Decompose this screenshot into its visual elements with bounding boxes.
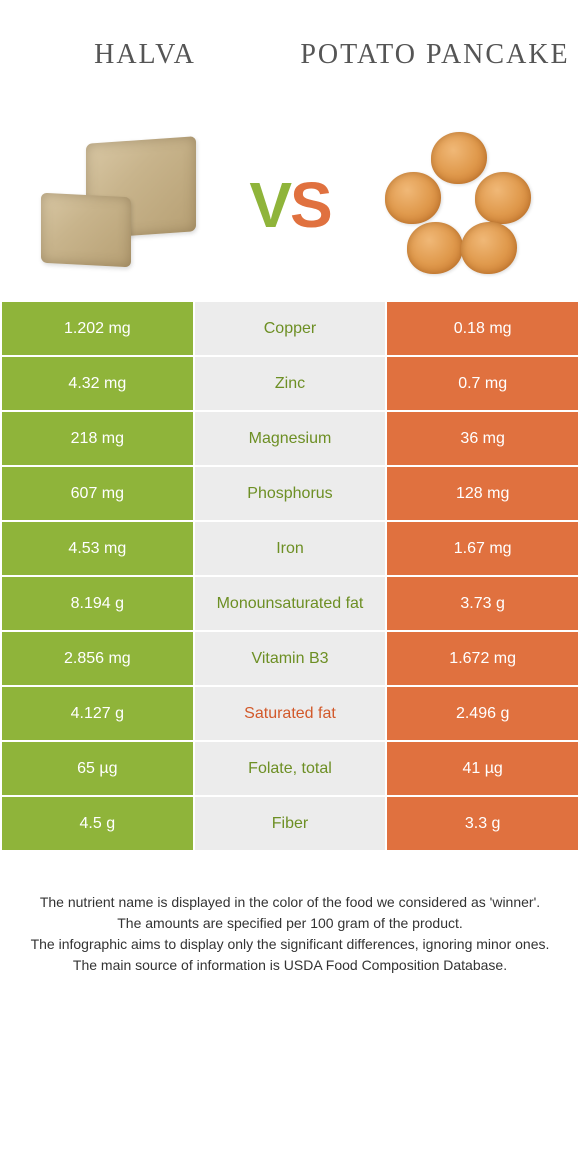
nutrient-name-cell: Magnesium — [194, 411, 387, 466]
nutrient-name-cell: Iron — [194, 521, 387, 576]
potato-pancake-image — [339, 110, 580, 300]
nutrient-name-cell: Monounsaturated fat — [194, 576, 387, 631]
nutrient-name-cell: Folate, total — [194, 741, 387, 796]
right-value-cell: 1.67 mg — [386, 521, 579, 576]
left-value-cell: 65 µg — [1, 741, 194, 796]
table-row: 4.53 mgIron1.67 mg — [1, 521, 579, 576]
footer-line: The infographic aims to display only the… — [30, 934, 550, 955]
table-row: 2.856 mgVitamin B31.672 mg — [1, 631, 579, 686]
nutrient-table: 1.202 mgCopper0.18 mg4.32 mgZinc0.7 mg21… — [0, 300, 580, 852]
nutrient-name-cell: Phosphorus — [194, 466, 387, 521]
footer-line: The main source of information is USDA F… — [30, 955, 550, 976]
halva-illustration — [41, 140, 201, 270]
infographic-container: Halva Potato Pancake VS 1.202 mgCopper0.… — [0, 0, 580, 976]
header-row: Halva Potato Pancake — [0, 0, 580, 110]
left-value-cell: 8.194 g — [1, 576, 194, 631]
left-value-cell: 4.53 mg — [1, 521, 194, 576]
table-row: 218 mgMagnesium36 mg — [1, 411, 579, 466]
right-value-cell: 128 mg — [386, 466, 579, 521]
left-value-cell: 2.856 mg — [1, 631, 194, 686]
right-value-cell: 3.3 g — [386, 796, 579, 851]
footer-line: The nutrient name is displayed in the co… — [30, 892, 550, 913]
left-value-cell: 4.127 g — [1, 686, 194, 741]
footer-line: The amounts are specified per 100 gram o… — [30, 913, 550, 934]
vs-s: S — [290, 169, 331, 241]
left-value-cell: 4.32 mg — [1, 356, 194, 411]
right-value-cell: 41 µg — [386, 741, 579, 796]
vs-v: V — [249, 169, 290, 241]
table-row: 8.194 gMonounsaturated fat3.73 g — [1, 576, 579, 631]
footer-notes: The nutrient name is displayed in the co… — [0, 852, 580, 976]
nutrient-name-cell: Copper — [194, 301, 387, 356]
pancake-illustration — [379, 130, 539, 280]
header-right-title: Potato Pancake — [290, 38, 580, 72]
right-value-cell: 2.496 g — [386, 686, 579, 741]
right-value-cell: 3.73 g — [386, 576, 579, 631]
nutrient-name-cell: Fiber — [194, 796, 387, 851]
table-row: 4.127 gSaturated fat2.496 g — [1, 686, 579, 741]
table-row: 65 µgFolate, total41 µg — [1, 741, 579, 796]
right-value-cell: 0.7 mg — [386, 356, 579, 411]
right-value-cell: 1.672 mg — [386, 631, 579, 686]
nutrient-name-cell: Zinc — [194, 356, 387, 411]
left-value-cell: 218 mg — [1, 411, 194, 466]
nutrient-name-cell: Saturated fat — [194, 686, 387, 741]
table-row: 4.32 mgZinc0.7 mg — [1, 356, 579, 411]
left-value-cell: 607 mg — [1, 466, 194, 521]
table-row: 1.202 mgCopper0.18 mg — [1, 301, 579, 356]
left-value-cell: 4.5 g — [1, 796, 194, 851]
table-row: 607 mgPhosphorus128 mg — [1, 466, 579, 521]
nutrient-name-cell: Vitamin B3 — [194, 631, 387, 686]
right-value-cell: 0.18 mg — [386, 301, 579, 356]
header-left-title: Halva — [0, 38, 290, 72]
halva-image — [0, 110, 241, 300]
image-row: VS — [0, 110, 580, 300]
table-row: 4.5 gFiber3.3 g — [1, 796, 579, 851]
right-value-cell: 36 mg — [386, 411, 579, 466]
vs-label: VS — [241, 168, 338, 242]
left-value-cell: 1.202 mg — [1, 301, 194, 356]
